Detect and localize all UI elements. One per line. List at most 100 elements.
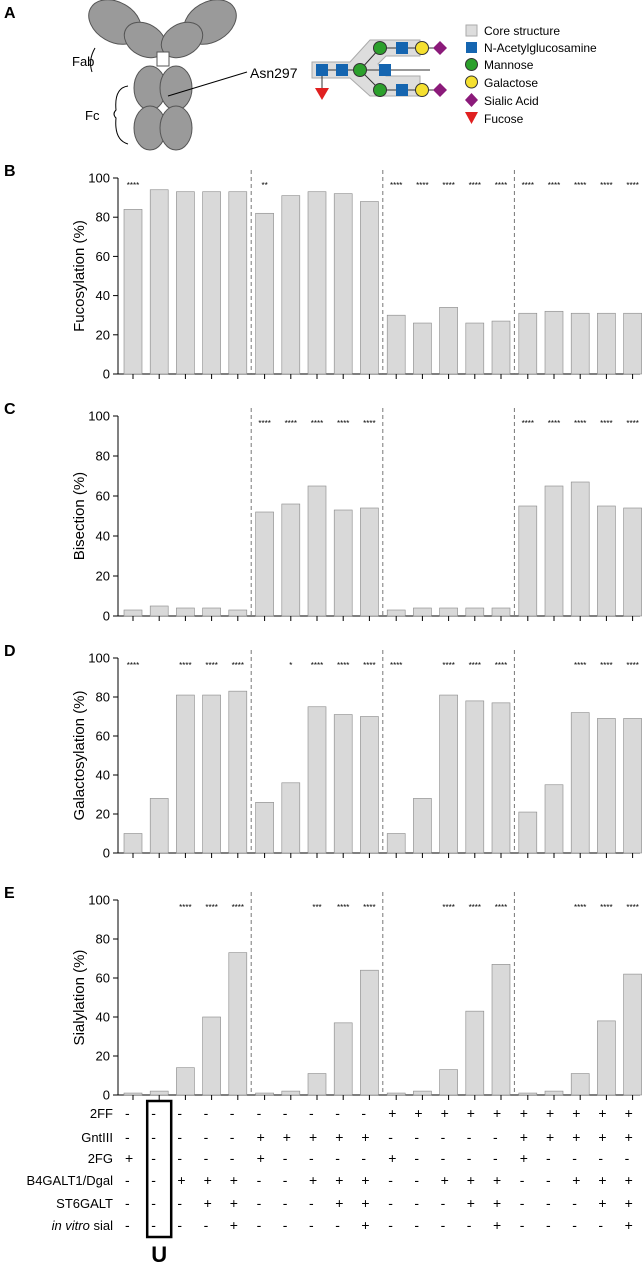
- condition-sign: -: [546, 1150, 551, 1166]
- y-tick-label: 40: [96, 1010, 110, 1025]
- condition-sign: +: [361, 1172, 369, 1188]
- condition-sign: -: [598, 1150, 603, 1166]
- bar: [544, 310, 564, 375]
- y-tick-label: 80: [96, 210, 110, 225]
- condition-sign: -: [309, 1195, 314, 1211]
- bar: [544, 485, 564, 617]
- significance-label: ****: [127, 661, 139, 670]
- bar: [439, 694, 458, 854]
- condition-sign: +: [572, 1172, 580, 1188]
- y-tick-label: 60: [96, 971, 110, 986]
- bar: [623, 507, 642, 617]
- condition-sign: -: [572, 1150, 577, 1166]
- condition-sign: -: [309, 1217, 314, 1233]
- condition-sign: +: [598, 1195, 606, 1211]
- panel-label: C: [4, 401, 16, 418]
- bar: [202, 607, 221, 617]
- panel-label: D: [4, 643, 16, 660]
- bar: [149, 798, 169, 854]
- condition-sign: +: [493, 1195, 501, 1211]
- y-tick-label: 100: [88, 171, 110, 186]
- bar: [281, 195, 301, 375]
- bar: [518, 811, 538, 854]
- condition-sign: -: [283, 1105, 288, 1121]
- condition-sign: +: [361, 1195, 369, 1211]
- condition-sign: +: [625, 1172, 633, 1188]
- significance-label: ****: [626, 903, 638, 912]
- y-tick-label: 40: [96, 529, 110, 544]
- legend-label: Mannose: [484, 58, 534, 72]
- significance-label: ****: [179, 661, 191, 670]
- condition-sign: -: [230, 1150, 235, 1166]
- significance-label: ****: [522, 181, 534, 190]
- bar: [333, 509, 353, 617]
- condition-sign: +: [204, 1172, 212, 1188]
- y-tick-label: 20: [96, 807, 110, 822]
- condition-sign: -: [361, 1150, 366, 1166]
- condition-sign: -: [257, 1172, 262, 1188]
- y-tick-label: 0: [103, 367, 110, 382]
- y-axis-title: Galactosylation (%): [71, 690, 88, 820]
- significance-label: ****: [495, 903, 507, 912]
- condition-sign: +: [125, 1150, 133, 1166]
- condition-sign: -: [125, 1105, 130, 1121]
- significance-label: ****: [626, 419, 638, 428]
- significance-label: ****: [442, 903, 454, 912]
- y-axis-title: Bisection (%): [71, 472, 88, 560]
- condition-sign: -: [441, 1129, 446, 1145]
- condition-sign: +: [335, 1129, 343, 1145]
- legend: Core structure N-Acetylglucosamine Manno…: [465, 24, 597, 126]
- condition-sign: -: [572, 1195, 577, 1211]
- significance-label: ****: [205, 661, 217, 670]
- bar: [333, 714, 353, 854]
- y-tick-label: 100: [88, 893, 110, 908]
- bar: [307, 1073, 327, 1096]
- significance-label: ****: [232, 903, 244, 912]
- y-tick-label: 80: [96, 449, 110, 464]
- bar: [149, 1090, 169, 1096]
- condition-sign: -: [257, 1217, 262, 1233]
- legend-label: Galactose: [484, 76, 538, 90]
- bar: [413, 322, 432, 375]
- significance-label: ****: [626, 661, 638, 670]
- bracket: [113, 85, 129, 145]
- bar: [307, 191, 327, 375]
- condition-sign: +: [230, 1195, 238, 1211]
- y-tick-label: 40: [96, 768, 110, 783]
- y-tick-label: 80: [96, 932, 110, 947]
- condition-sign: -: [204, 1150, 209, 1166]
- bar: [623, 718, 642, 854]
- bar: [255, 1092, 274, 1096]
- condition-sign: +: [520, 1150, 528, 1166]
- condition-sign: +: [283, 1129, 291, 1145]
- condition-sign: +: [572, 1105, 580, 1121]
- condition-sign: -: [151, 1172, 156, 1188]
- bar: [386, 833, 406, 854]
- significance-label: ****: [574, 661, 586, 670]
- condition-sign: -: [257, 1195, 262, 1211]
- condition-sign: -: [177, 1217, 182, 1233]
- panel-label: A: [4, 5, 16, 22]
- bar: [413, 607, 432, 617]
- significance-label: ****: [337, 419, 349, 428]
- condition-sign: -: [467, 1129, 472, 1145]
- condition-sign: -: [414, 1129, 419, 1145]
- significance-label: ****: [548, 181, 560, 190]
- row-label: 2FF: [90, 1106, 113, 1121]
- condition-sign: -: [283, 1150, 288, 1166]
- significance-label: **: [261, 181, 267, 190]
- bar: [149, 189, 169, 375]
- condition-sign: -: [283, 1195, 288, 1211]
- condition-sign: +: [493, 1217, 501, 1233]
- y-tick-label: 40: [96, 288, 110, 303]
- bar: [439, 607, 458, 617]
- panel-a: A Fab Fc Asn297: [4, 0, 597, 151]
- conditions-table: 2FF - - - - - - - - - - + + + + + + + + + + GntIII - - - - - + + + + + -…: [27, 1099, 633, 1267]
- condition-sign: +: [598, 1105, 606, 1121]
- condition-sign: -: [283, 1172, 288, 1188]
- condition-sign: -: [493, 1129, 498, 1145]
- significance-label: ****: [469, 661, 481, 670]
- row-label: B4GALT1/Dgal: [27, 1173, 114, 1188]
- condition-sign: +: [441, 1105, 449, 1121]
